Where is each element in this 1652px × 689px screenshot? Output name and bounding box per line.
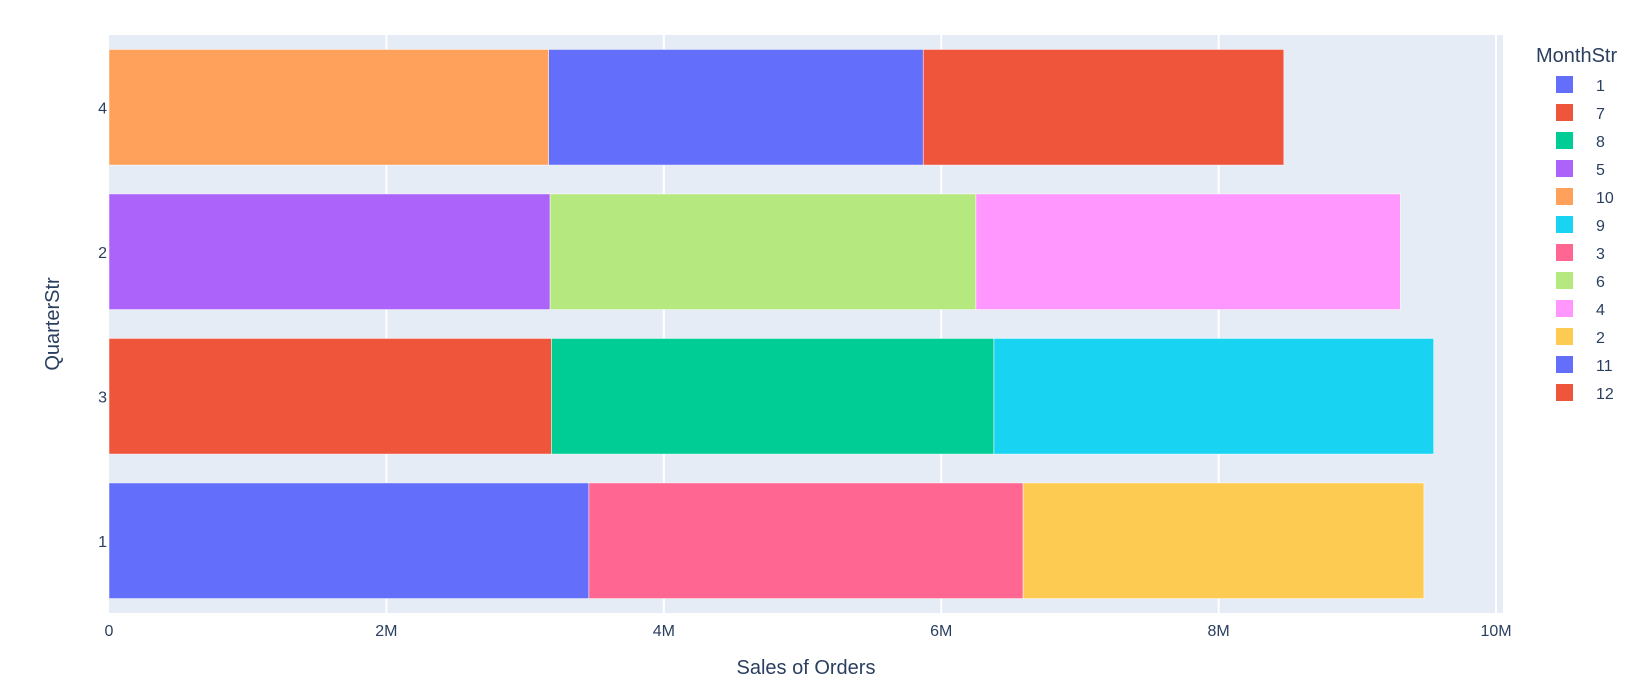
legend-item[interactable]: 7 <box>1556 104 1605 123</box>
legend-label: 1 <box>1596 78 1605 95</box>
legend-swatch <box>1556 356 1573 373</box>
legend-label: 8 <box>1596 134 1605 151</box>
legend-label: 10 <box>1596 190 1614 207</box>
y-tick-label: 2 <box>98 245 107 262</box>
legend-label: 7 <box>1596 106 1605 123</box>
legend: 1 7 8 5 10 9 3 6 4 2 11 12 <box>1556 76 1614 403</box>
legend-label: 2 <box>1596 330 1605 347</box>
legend-swatch <box>1556 188 1573 205</box>
legend-item[interactable]: 10 <box>1556 188 1614 207</box>
x-tick-label: 8M <box>1208 623 1230 640</box>
x-tick-label: 4M <box>653 623 675 640</box>
x-tick-label: 0 <box>105 623 114 640</box>
legend-item[interactable]: 3 <box>1556 244 1605 263</box>
legend-swatch <box>1556 244 1573 261</box>
legend-label: 4 <box>1596 302 1605 319</box>
legend-title: MonthStr <box>1536 45 1617 67</box>
legend-swatch <box>1556 272 1573 289</box>
bar-month-1[interactable] <box>108 482 590 599</box>
bar-month-11[interactable] <box>548 49 924 166</box>
legend-item[interactable]: 9 <box>1556 216 1605 235</box>
x-tick-label: 6M <box>930 623 952 640</box>
bar-month-7[interactable] <box>108 338 552 455</box>
legend-label: 6 <box>1596 274 1605 291</box>
x-tick-label: 2M <box>375 623 397 640</box>
legend-item[interactable]: 8 <box>1556 132 1605 151</box>
legend-item[interactable]: 4 <box>1556 300 1605 319</box>
legend-swatch <box>1556 328 1573 345</box>
legend-item[interactable]: 11 <box>1556 356 1613 375</box>
legend-item[interactable]: 12 <box>1556 384 1614 403</box>
legend-swatch <box>1556 216 1573 233</box>
legend-label: 9 <box>1596 218 1605 235</box>
legend-item[interactable]: 2 <box>1556 328 1605 347</box>
legend-label: 11 <box>1596 358 1613 375</box>
legend-label: 3 <box>1596 246 1605 263</box>
legend-swatch <box>1556 132 1573 149</box>
legend-swatch <box>1556 384 1573 401</box>
y-tick-labels: 1 3 2 4 <box>98 100 107 551</box>
y-tick-label: 1 <box>98 534 107 551</box>
bar-month-10[interactable] <box>108 49 549 166</box>
x-axis-title: Sales of Orders <box>737 657 876 679</box>
bar-month-6[interactable] <box>549 193 977 310</box>
y-tick-label: 3 <box>98 389 107 406</box>
legend-label: 12 <box>1596 386 1614 403</box>
legend-label: 5 <box>1596 162 1605 179</box>
bar-month-8[interactable] <box>551 338 995 455</box>
y-tick-label: 4 <box>98 100 107 117</box>
x-tick-label: 10M <box>1481 623 1512 640</box>
legend-item[interactable]: 1 <box>1556 76 1605 95</box>
bar-month-12[interactable] <box>922 49 1285 166</box>
y-axis-title: QuarterStr <box>42 277 64 371</box>
x-tick-labels: 0 2M 4M 6M 8M 10M <box>105 623 1512 640</box>
bar-month-9[interactable] <box>993 338 1434 455</box>
legend-item[interactable]: 5 <box>1556 160 1605 179</box>
legend-swatch <box>1556 160 1573 177</box>
bar-month-5[interactable] <box>108 193 551 310</box>
legend-swatch <box>1556 104 1573 121</box>
legend-item[interactable]: 6 <box>1556 272 1605 291</box>
legend-swatch <box>1556 76 1573 93</box>
bar-month-4[interactable] <box>975 193 1401 310</box>
legend-swatch <box>1556 300 1573 317</box>
bar-month-3[interactable] <box>588 482 1024 599</box>
bar-month-2[interactable] <box>1022 482 1425 599</box>
bars <box>108 49 1434 599</box>
